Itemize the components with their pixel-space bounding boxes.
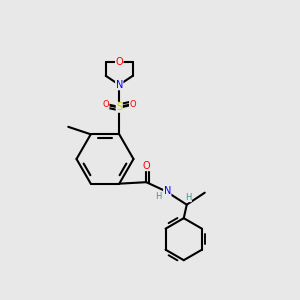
Text: H: H xyxy=(185,193,191,202)
Text: O: O xyxy=(129,100,136,109)
Text: S: S xyxy=(116,102,122,112)
Text: O: O xyxy=(102,100,109,109)
Text: O: O xyxy=(116,57,123,67)
Text: N: N xyxy=(116,80,123,90)
Text: O: O xyxy=(142,161,150,171)
Text: N: N xyxy=(164,186,171,196)
Text: H: H xyxy=(155,192,161,201)
